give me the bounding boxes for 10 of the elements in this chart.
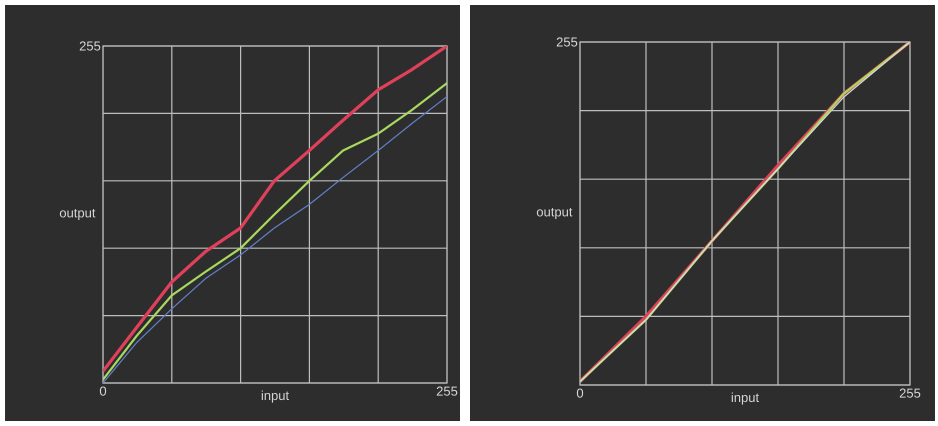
text: 255 [80, 41, 100, 51]
text: 255 [556, 37, 578, 47]
x-tick-label: 0 [100, 386, 106, 396]
x-axis-title: input [262, 390, 289, 403]
x-axis-title: input [732, 392, 759, 405]
y-axis-title: output [60, 208, 96, 220]
y-axis-title: output [536, 208, 572, 220]
x-tick-label: 255 [436, 386, 458, 396]
x-tick-label: 0 [576, 388, 584, 398]
x-tick-label: 255 [900, 388, 920, 398]
